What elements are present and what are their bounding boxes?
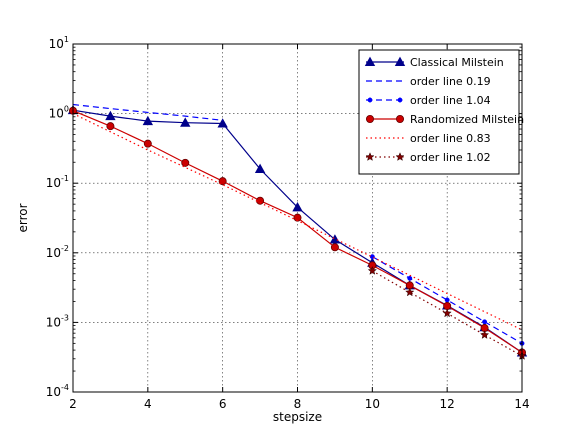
x-tick-label: 12 xyxy=(440,397,455,411)
x-tick-label: 10 xyxy=(365,397,380,411)
legend-marker-classical-milstein xyxy=(364,56,376,66)
data-point-classical-milstein xyxy=(142,115,154,126)
x-tick-label: 2 xyxy=(69,397,77,411)
legend-marker-randomized-milstein xyxy=(365,115,374,124)
legend-marker-order-line-1-02 xyxy=(365,152,375,161)
legend-label-order-line-0-83: order line 0.83 xyxy=(410,132,491,145)
series-line-order-line-0-83 xyxy=(72,113,523,331)
x-tick-label: 6 xyxy=(219,397,227,411)
data-point-randomized-milstein xyxy=(218,177,227,186)
data-point-randomized-milstein xyxy=(330,243,339,252)
grid xyxy=(73,44,522,392)
x-tick-label: 8 xyxy=(294,397,302,411)
data-point-classical-milstein xyxy=(217,118,228,128)
y-tick-label: 10-2 xyxy=(46,244,69,260)
legend-marker-randomized-milstein xyxy=(395,115,404,124)
axis-ticks xyxy=(72,43,523,393)
data-point-randomized-milstein xyxy=(143,139,152,148)
data-point-order-line-1-04 xyxy=(407,275,413,281)
data-point-classical-milstein xyxy=(329,234,341,244)
data-point-classical-milstein xyxy=(292,202,303,212)
legend: Classical Milstein order line 0.19 order l… xyxy=(358,49,524,175)
series-line-order-line-0-19 xyxy=(72,103,223,121)
legend-marker-order-line-1-04 xyxy=(397,97,403,103)
data-point-randomized-milstein xyxy=(181,158,190,167)
data-point-order-line-1-04 xyxy=(444,297,450,303)
axis-labels: 2 4 6 8 10 12 14 10-4 10-3 10-2 10-1 100 101 stepsize… xyxy=(16,35,530,424)
y-tick-label: 101 xyxy=(49,35,69,51)
y-axis-label: error xyxy=(16,203,30,232)
data-point-order-line-1-02 xyxy=(405,287,415,297)
data-point-order-line-1-04 xyxy=(482,319,488,325)
x-tick-label: 4 xyxy=(144,397,152,411)
x-axis-label: stepsize xyxy=(273,410,322,424)
legend-label-classical-milstein: Classical Milstein xyxy=(410,56,504,69)
data-point-randomized-milstein xyxy=(106,122,115,131)
data-point-classical-milstein xyxy=(254,163,266,173)
legend-marker-classical-milstein xyxy=(394,56,406,66)
y-tick-label: 10-1 xyxy=(46,174,69,190)
legend-label-randomized-milstein: Randomized Milstein xyxy=(410,113,524,126)
data-point-order-line-1-02 xyxy=(442,308,452,318)
legend-label-order-line-1-04: order line 1.04 xyxy=(410,94,491,107)
data-point-classical-milstein xyxy=(105,110,116,121)
plot-series xyxy=(67,103,528,360)
data-point-order-line-1-02 xyxy=(367,265,377,275)
data-point-classical-milstein xyxy=(180,117,191,127)
data-point-order-line-1-02 xyxy=(479,330,490,339)
y-tick-label: 10-3 xyxy=(46,313,69,329)
x-tick-label: 14 xyxy=(514,397,529,411)
legend-label-order-line-0-19: order line 0.19 xyxy=(410,75,491,88)
y-tick-label: 100 xyxy=(49,105,69,121)
legend-box xyxy=(358,49,520,175)
legend-marker-order-line-1-04 xyxy=(367,97,373,103)
legend-marker-order-line-1-02 xyxy=(395,152,405,161)
y-tick-label: 10-4 xyxy=(46,383,69,399)
series-line-order-line-1-04 xyxy=(372,256,523,344)
legend-label-order-line-1-02: order line 1.02 xyxy=(410,151,491,164)
